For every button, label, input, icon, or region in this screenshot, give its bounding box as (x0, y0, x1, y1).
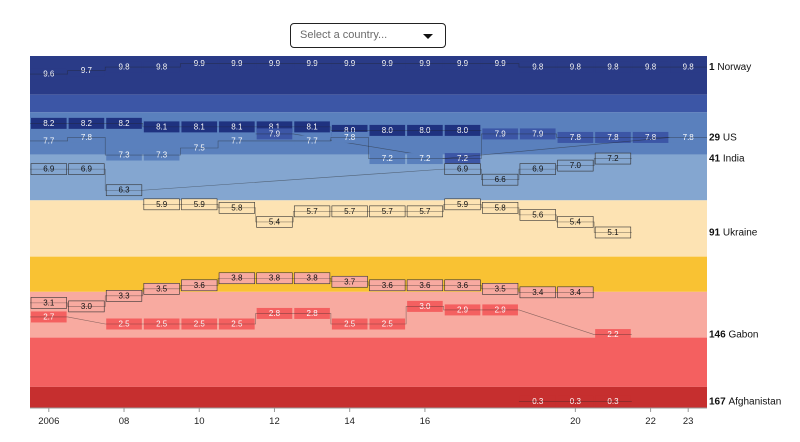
series-line (30, 63, 707, 75)
x-tick-label: 10 (194, 416, 205, 427)
band-0 (30, 56, 707, 95)
series-line (30, 306, 632, 335)
series-line (30, 158, 632, 191)
x-tick-label: 2006 (38, 416, 59, 427)
series-8: 0.3 0.3 0.3 167 Afghanistan (518, 395, 781, 407)
x-tick-label: 12 (269, 416, 280, 427)
series-4: 6.9 6.96.36.96.66.9 7.07.2 41 India (30, 152, 745, 197)
band-1 (30, 94, 707, 113)
x-tick-label: 16 (420, 416, 431, 427)
x-tick-label: 20 (570, 416, 581, 427)
series-5: 5.9 5.9 5.85.45.7 5.7 5.7 5.75.9 5.85.65.45.1 9… (142, 198, 758, 239)
series-2: 7.97.27.9 7.9 7.8 7.8 7.8 (255, 128, 670, 165)
x-axis: 2006 08 10 12 14 16 20 22 23 (30, 407, 707, 427)
country-label[interactable]: 29 US (709, 132, 737, 143)
series-6: 3.1 3.03.33.5 3.63.8 3.8 3.8 3.7 3.6 3.6 3.6 3.5 3… (30, 272, 595, 313)
country-select[interactable]: Select a country... (290, 23, 446, 48)
country-label[interactable]: 146 Gabon (709, 329, 759, 340)
country-label[interactable]: 41 India (709, 153, 745, 164)
caret-down-icon (423, 34, 433, 39)
x-tick-label: 23 (683, 416, 694, 427)
country-label[interactable]: 167 Afghanistan (709, 396, 781, 407)
band-7 (30, 337, 707, 387)
country-label[interactable]: 1 Norway (709, 62, 751, 73)
series-line (30, 123, 482, 131)
band-6 (30, 291, 707, 338)
x-tick-label: 08 (119, 416, 130, 427)
x-tick-label: 22 (645, 416, 656, 427)
series-line (142, 204, 632, 233)
series-line (255, 133, 670, 159)
series-1: 8.2 8.2 8.2 8.1 8.1 8.1 8.1 8.1 8.0 8.0 8.0 8.0 (30, 117, 482, 136)
country-label[interactable]: 91 Ukraine (709, 227, 758, 238)
series-line (30, 137, 707, 159)
x-tick-label: 14 (344, 416, 355, 427)
band-5 (30, 256, 707, 292)
series-line (30, 277, 595, 307)
country-select-placeholder: Select a country... (300, 29, 388, 41)
series-3: 7.7 7.87.3 7.37.57.7 7.7 7.87.2 7.27.8 29 US (30, 131, 737, 165)
series-7: 2.72.5 2.5 2.5 2.52.8 2.82.5 2.53.0 2.9 2.92.2 1… (30, 300, 759, 341)
series-0: 9.6 9.7 9.8 9.8 9.9 9.9 9.9 9.9 9.9 9.9 9.9 9.9 9.9 9… (30, 58, 751, 80)
